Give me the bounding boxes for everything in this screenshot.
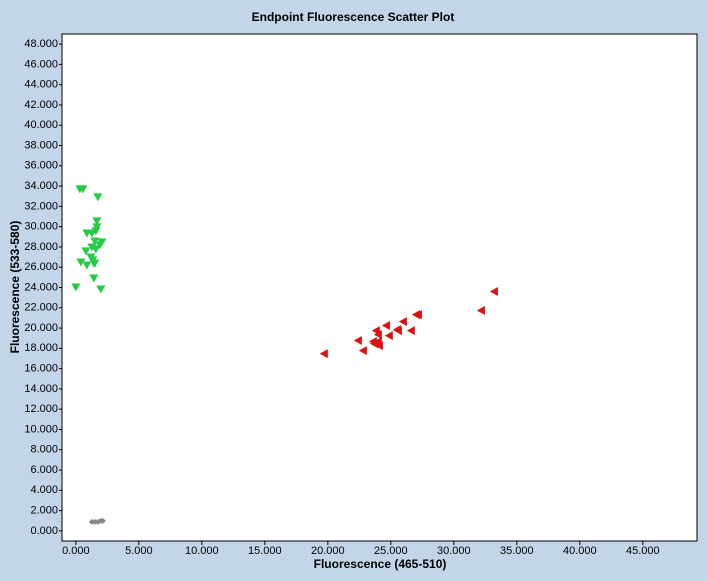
point [76, 258, 86, 267]
x-tick-label: 20.000 [311, 545, 345, 557]
x-tick-label: 30.000 [437, 545, 471, 557]
point [381, 321, 390, 331]
point [95, 241, 105, 250]
y-tick-label: 40.000 [24, 119, 58, 131]
y-tick-label: 42.000 [24, 99, 58, 111]
point [87, 243, 97, 252]
y-tick-label: 46.000 [24, 58, 58, 70]
y-tick-label: 18.000 [24, 342, 58, 354]
point [82, 229, 92, 238]
y-tick-label: 0.000 [30, 525, 58, 537]
point [353, 336, 362, 346]
point [319, 349, 328, 359]
point [78, 185, 88, 194]
point [96, 285, 106, 294]
x-tick-label: 35.000 [500, 545, 534, 557]
point [90, 237, 100, 246]
y-tick-label: 26.000 [24, 261, 58, 273]
point [358, 346, 367, 356]
y-tick-label: 4.000 [30, 484, 58, 496]
point [93, 193, 103, 202]
y-tick-label: 22.000 [24, 302, 58, 314]
chart-title: Endpoint Fluorescence Scatter Plot [252, 10, 455, 24]
x-tick-label: 15.000 [248, 545, 282, 557]
point [90, 259, 100, 268]
y-tick-label: 34.000 [24, 180, 58, 192]
y-tick-label: 44.000 [24, 79, 58, 91]
y-axis-label: Fluorescence (533-580) [8, 221, 22, 354]
y-tick-label: 36.000 [24, 160, 58, 172]
y-tick-label: 48.000 [24, 38, 58, 50]
x-tick-label: 0.000 [62, 545, 90, 557]
point [384, 331, 393, 341]
point [89, 274, 99, 283]
x-tick-label: 45.000 [626, 545, 660, 557]
point [82, 261, 92, 270]
point [489, 286, 498, 296]
y-tick-label: 24.000 [24, 281, 58, 293]
plot-area [61, 33, 698, 542]
point [92, 217, 102, 226]
x-axis-label: Fluorescence (465-510) [314, 557, 447, 571]
y-tick-label: 10.000 [24, 423, 58, 435]
point [91, 227, 101, 236]
point [398, 317, 407, 327]
point [99, 517, 106, 524]
y-tick-label: 8.000 [30, 444, 58, 456]
point [92, 223, 102, 232]
y-tick-label: 12.000 [24, 403, 58, 415]
point [373, 330, 382, 340]
point [71, 283, 81, 292]
x-tick-label: 25.000 [374, 545, 408, 557]
y-tick-label: 16.000 [24, 363, 58, 375]
x-tick-label: 40.000 [563, 545, 597, 557]
y-tick-label: 20.000 [24, 322, 58, 334]
point [374, 341, 383, 351]
y-tick-label: 38.000 [24, 139, 58, 151]
y-tick-label: 2.000 [30, 504, 58, 516]
point [413, 310, 422, 320]
point [81, 247, 91, 256]
y-tick-label: 30.000 [24, 221, 58, 233]
x-tick-label: 5.000 [125, 545, 153, 557]
y-tick-label: 6.000 [30, 464, 58, 476]
point [406, 326, 415, 336]
point [476, 306, 485, 316]
x-tick-label: 10.000 [185, 545, 219, 557]
y-tick-label: 14.000 [24, 383, 58, 395]
y-tick-label: 28.000 [24, 241, 58, 253]
point [392, 325, 401, 335]
y-tick-label: 32.000 [24, 200, 58, 212]
point [91, 245, 101, 254]
